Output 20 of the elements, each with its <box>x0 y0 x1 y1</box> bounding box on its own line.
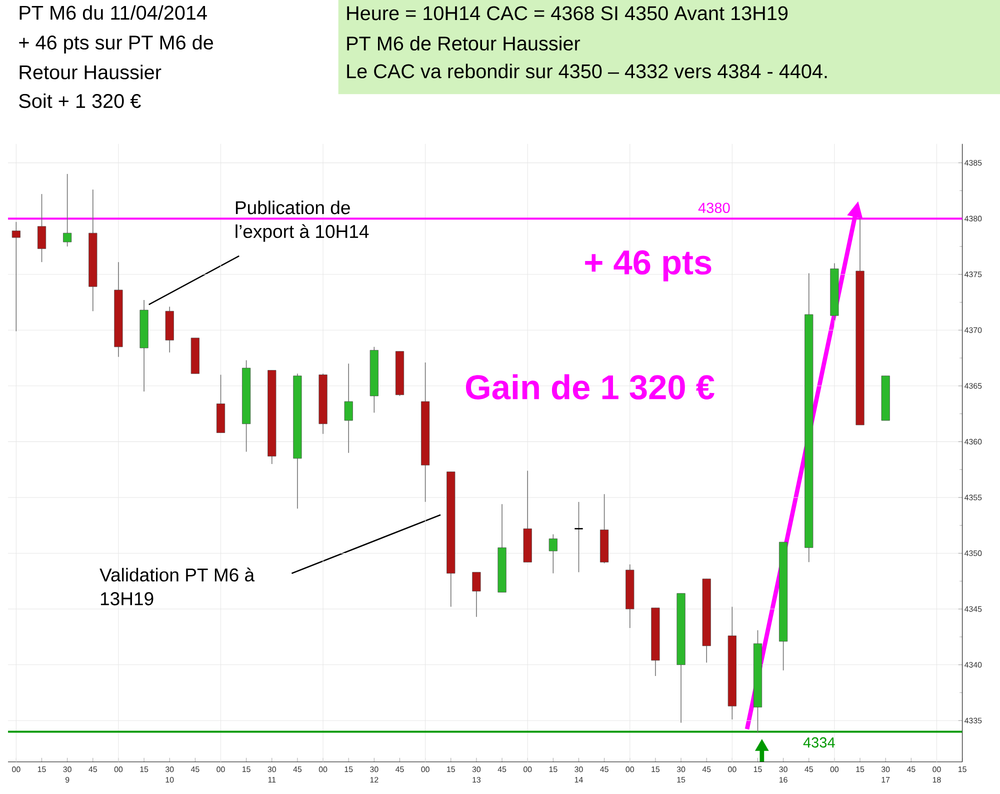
ref-line-label: 4380 <box>698 202 730 214</box>
text: + 46 pts sur PT M6 de <box>19 35 214 54</box>
text: Soit + 1 320 € <box>19 94 141 108</box>
text: PT M6 de Retour Haussier <box>347 36 580 51</box>
annotation: + 46 pts <box>585 250 712 282</box>
candlestick <box>472 572 481 618</box>
candlestick <box>548 534 558 574</box>
candlestick <box>344 363 353 454</box>
text: Le CAC va rebondir sur 4350 – 4332 vers 4384 - 4404. <box>347 64 827 79</box>
candlestick <box>12 222 20 332</box>
annotation: Gain de 1 320 € <box>466 374 714 400</box>
candlestick <box>37 194 46 263</box>
annotation: Validation PT M6 à 13H19 <box>100 568 255 606</box>
candlestick <box>574 502 584 573</box>
chart-title: PT M6 du 11/04/2014 <box>20 5 207 20</box>
text: Heure = 10H14 CAC = 4368 SI 4350 Avant 13H19 <box>347 6 788 20</box>
ref-line-label: 4334 <box>803 738 835 748</box>
text: Retour Haussier <box>20 64 162 80</box>
candlestick <box>63 174 72 248</box>
annotation: Publication de l’export à 10H14 <box>236 200 369 242</box>
